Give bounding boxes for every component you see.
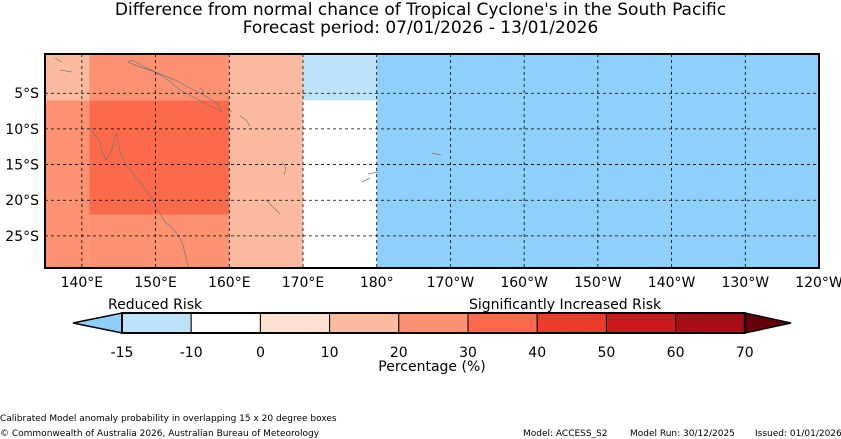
colorbar-tick-label: 60 (667, 345, 685, 361)
latitude-labels: 5°S 10°S 15°S 20°S 25°S (5, 86, 39, 245)
map-subtitle: Forecast period: 07/01/2026 - 13/01/2026 (242, 18, 599, 38)
colorbar-tick-label: -10 (180, 345, 203, 361)
colorbar-outline (121, 312, 746, 334)
lat-label: 25°S (5, 229, 39, 245)
colorbar-tick-label: 70 (736, 345, 754, 361)
australia-coast (89, 127, 189, 268)
lon-label: 180° (360, 275, 394, 291)
fiji-islands (361, 171, 379, 183)
colorbar-segment (259, 312, 331, 334)
map-grid (45, 54, 819, 268)
coastlines (54, 57, 442, 268)
lon-label: 140°E (61, 275, 104, 291)
colorbar-segment (190, 312, 261, 334)
lat-label: 15°S (5, 158, 39, 174)
lat-label: 10°S (5, 122, 39, 138)
lat-label: 5°S (14, 86, 39, 102)
risk-cells (45, 54, 819, 268)
colorbar-tick-label: 20 (390, 345, 408, 361)
footer-model: Model: ACCESS_S2 (523, 429, 608, 439)
footer-note: Calibrated Model anomaly probability in … (0, 414, 337, 424)
colorbar-segment (121, 312, 192, 334)
north-islands (54, 57, 205, 93)
colorbar-low-arrow (72, 312, 123, 334)
risk-cell-3 (89, 100, 230, 215)
footer-model-run: Model Run: 30/12/2025 (630, 429, 735, 439)
colorbar-title: Percentage (%) (378, 359, 485, 375)
reduced-risk-label: Reduced Risk (108, 297, 203, 313)
colorbar-tick-label: 30 (459, 345, 477, 361)
increased-risk-label: Significantly Increased Risk (469, 297, 662, 313)
footer-copyright: © Commonwealth of Australia 2026, Austra… (0, 429, 320, 439)
lon-label: 160°E (208, 275, 251, 291)
lon-label: 150°W (574, 275, 622, 291)
colorbar-tick-label: 10 (321, 345, 339, 361)
colorbar-tick-label: 0 (256, 345, 265, 361)
lat-label: 20°S (5, 193, 39, 209)
lon-label: 130°W (721, 275, 769, 291)
new-guinea-coast (127, 59, 223, 113)
colorbar: -15 -10 0 10 20 30 40 50 60 70 Reduced Risk Signifi… (72, 297, 792, 375)
colorbar-segment (467, 312, 538, 334)
map-frame (44, 53, 820, 269)
risk-cell-2 (45, 100, 90, 268)
lon-label: 120°W (795, 275, 841, 291)
lon-label: 170°E (282, 275, 325, 291)
risk-cell-1 (89, 54, 230, 101)
risk-cell-7 (303, 100, 377, 268)
risk-cell-6 (303, 54, 377, 101)
new-caledonia (265, 199, 281, 215)
footer-issued: Issued: 01/01/2026 (755, 429, 841, 439)
colorbar-segment (605, 312, 677, 334)
risk-cell-5 (229, 54, 303, 268)
lon-label: 160°W (500, 275, 548, 291)
colorbar-high-arrow (744, 312, 792, 334)
colorbar-segment (536, 312, 607, 334)
colorbar-tick-label: -15 (111, 345, 134, 361)
map-title: Difference from normal chance of Tropica… (114, 0, 727, 20)
colorbar-tick-label: 50 (597, 345, 615, 361)
colorbar-segment (329, 312, 400, 334)
risk-cell-8 (376, 54, 819, 268)
lon-label: 150°E (134, 275, 177, 291)
vanuatu-islands (281, 161, 287, 176)
lon-label: 140°W (648, 275, 696, 291)
colorbar-segment (398, 312, 469, 334)
lon-label: 170°W (427, 275, 475, 291)
samoa-islands (431, 152, 442, 156)
colorbar-tick-label: 40 (528, 345, 546, 361)
longitude-labels: 140°E 150°E 160°E 170°E 180° 170°W 160°W 150°W 1… (61, 275, 841, 291)
risk-cell-4 (89, 214, 230, 268)
colorbar-segment (675, 312, 746, 334)
